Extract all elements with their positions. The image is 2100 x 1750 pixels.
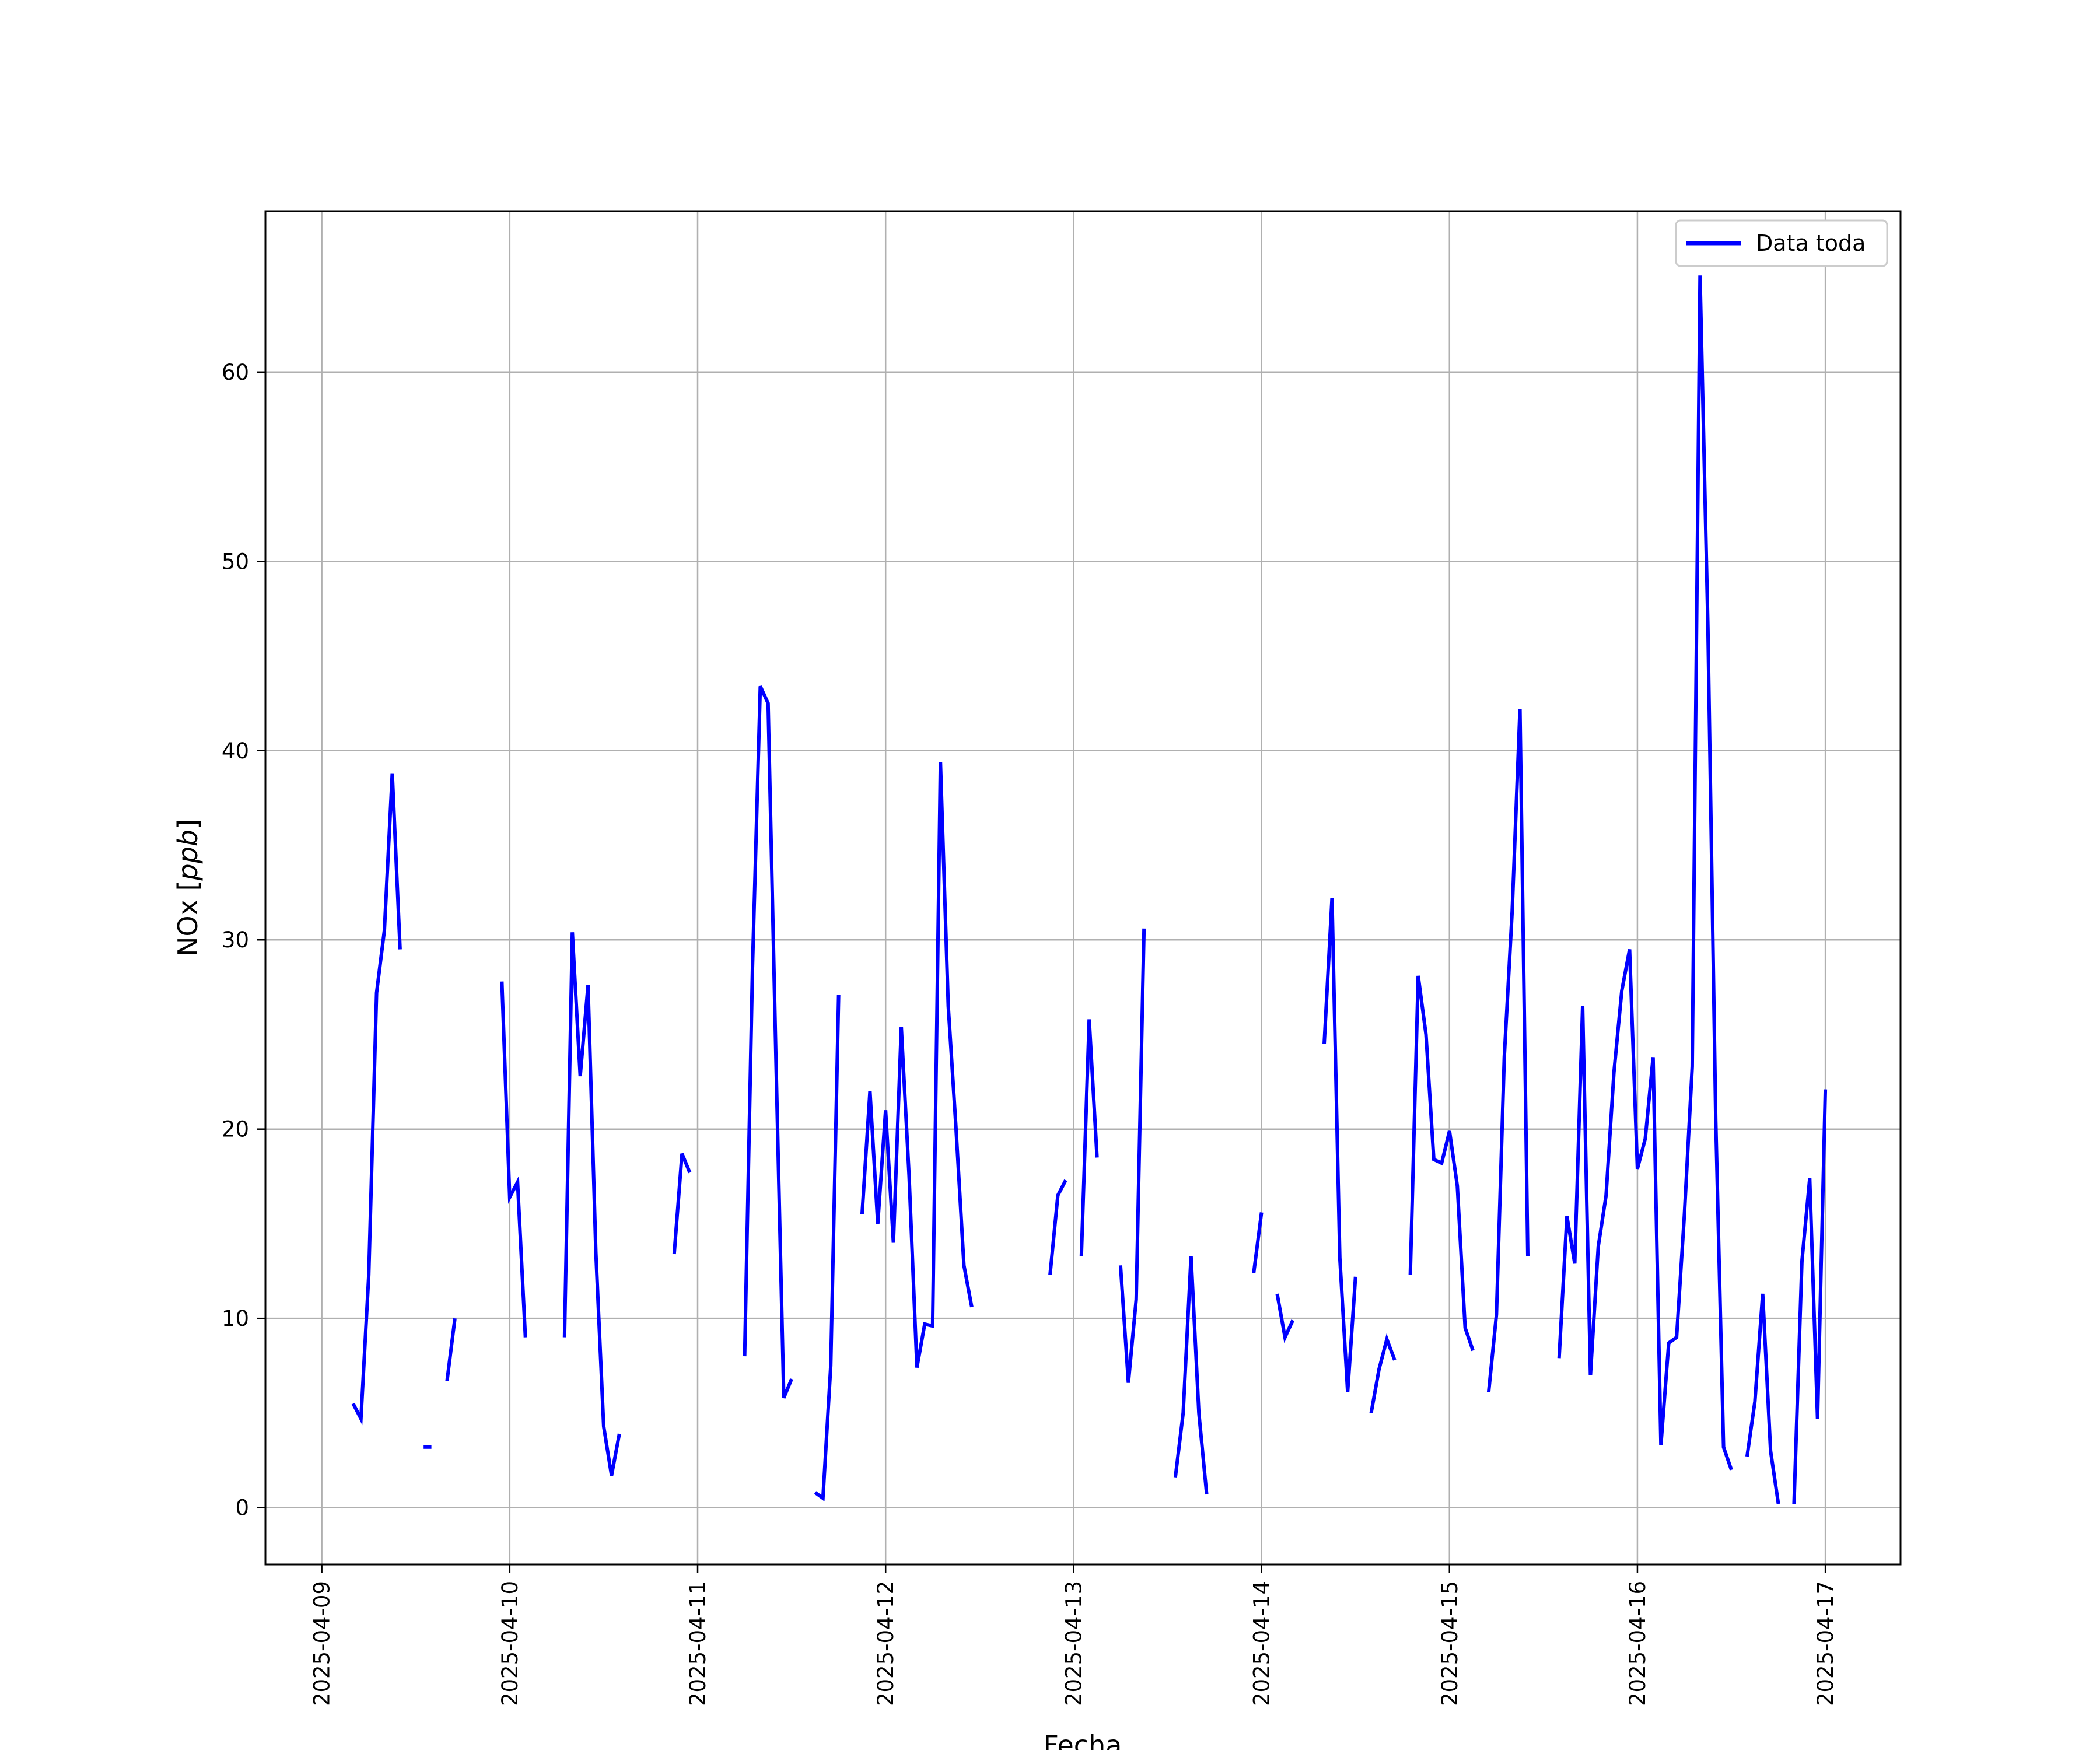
- series-line-segment: [1079, 1019, 1099, 1256]
- x-tick-label: 2025-04-16: [1625, 1581, 1650, 1706]
- x-tick-label: 2025-04-12: [873, 1581, 898, 1706]
- y-axis-ticks: 0 10 20 30 40 50 60: [222, 360, 265, 1521]
- series-line-segment: [1048, 1179, 1068, 1275]
- series-line-segment: [1118, 928, 1146, 1383]
- x-tick-label: 2025-04-17: [1813, 1581, 1838, 1706]
- series-line-segment: [1408, 975, 1475, 1352]
- x-tick-label: 2025-04-15: [1437, 1581, 1462, 1706]
- legend-box: [1675, 219, 1888, 267]
- y-tick-label: 50: [222, 549, 249, 574]
- series-line-segment: [1252, 1212, 1264, 1273]
- legend: Data toda: [1675, 219, 1888, 267]
- series-line-segment: [1792, 1089, 1828, 1504]
- series-line-segment: [1275, 1293, 1295, 1343]
- series-line-segment: [672, 1153, 692, 1255]
- x-tick-label: 2025-04-13: [1061, 1581, 1086, 1706]
- x-tick-label: 2025-04-10: [498, 1581, 523, 1706]
- x-tick-label: 2025-04-09: [310, 1581, 335, 1706]
- y-tick-label: 0: [235, 1496, 249, 1521]
- series-lines: [351, 275, 1828, 1504]
- x-tick-label: 2025-04-14: [1250, 1581, 1275, 1706]
- series-line-segment: [860, 762, 974, 1368]
- y-tick-label: 60: [222, 360, 249, 385]
- series-line-segment: [814, 995, 841, 1502]
- y-tick-label: 40: [222, 738, 249, 764]
- series-line-segment: [1369, 1333, 1396, 1413]
- series-line-segment: [500, 981, 527, 1338]
- legend-label: Data toda: [1756, 230, 1866, 256]
- plot-frame: [264, 210, 1902, 1566]
- series-line-segment: [1173, 1255, 1209, 1495]
- y-tick-label: 30: [222, 928, 249, 953]
- series-line-segment: [1322, 898, 1357, 1392]
- series-line-segment: [351, 773, 402, 1426]
- y-tick-label: 10: [222, 1306, 249, 1331]
- series-line-segment: [743, 685, 793, 1399]
- series-line-segment: [562, 932, 621, 1476]
- x-axis-ticks: 2025-04-09 2025-04-10 2025-04-11 2025-04-12…: [310, 1564, 1838, 1706]
- series-line-segment: [445, 1318, 457, 1381]
- x-axis-label: Fecha: [1044, 1730, 1122, 1750]
- y-tick-label: 20: [222, 1117, 249, 1142]
- x-tick-label: 2025-04-11: [685, 1581, 710, 1706]
- series-line-segment: [1557, 275, 1733, 1471]
- series-line-segment: [1486, 709, 1530, 1393]
- grid-lines: [265, 211, 1901, 1564]
- series-line-segment: [1745, 1293, 1780, 1504]
- y-axis-label: NOx [ppb]: [172, 819, 204, 957]
- y-axis-unit: ppb: [172, 830, 204, 881]
